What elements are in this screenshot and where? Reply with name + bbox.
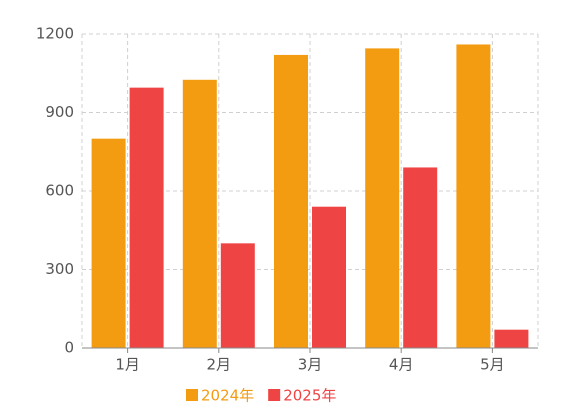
bar	[182, 79, 217, 349]
bar	[91, 138, 126, 348]
bar	[312, 206, 346, 348]
bar	[494, 329, 529, 348]
legend-marker	[268, 389, 281, 401]
x-tick-label: 2月	[207, 356, 232, 374]
bar	[403, 167, 438, 348]
bar	[365, 48, 400, 349]
y-tick-label: 300	[45, 260, 74, 278]
x-tick-label: 3月	[298, 356, 323, 374]
y-tick-label: 0	[64, 339, 74, 357]
legend-label: 2024年	[201, 387, 254, 405]
bar	[274, 54, 308, 348]
x-tick-label: 1月	[115, 356, 140, 374]
legend-marker	[186, 389, 198, 401]
y-tick-label: 600	[45, 182, 74, 200]
y-tick-label: 1200	[36, 25, 74, 43]
y-tick-label: 900	[45, 103, 74, 121]
bar	[220, 243, 255, 348]
x-tick-label: 4月	[389, 356, 414, 374]
x-tick-label: 5月	[480, 356, 505, 374]
bar	[129, 87, 164, 349]
legend-label: 2025年	[283, 387, 336, 405]
bar	[456, 44, 491, 348]
